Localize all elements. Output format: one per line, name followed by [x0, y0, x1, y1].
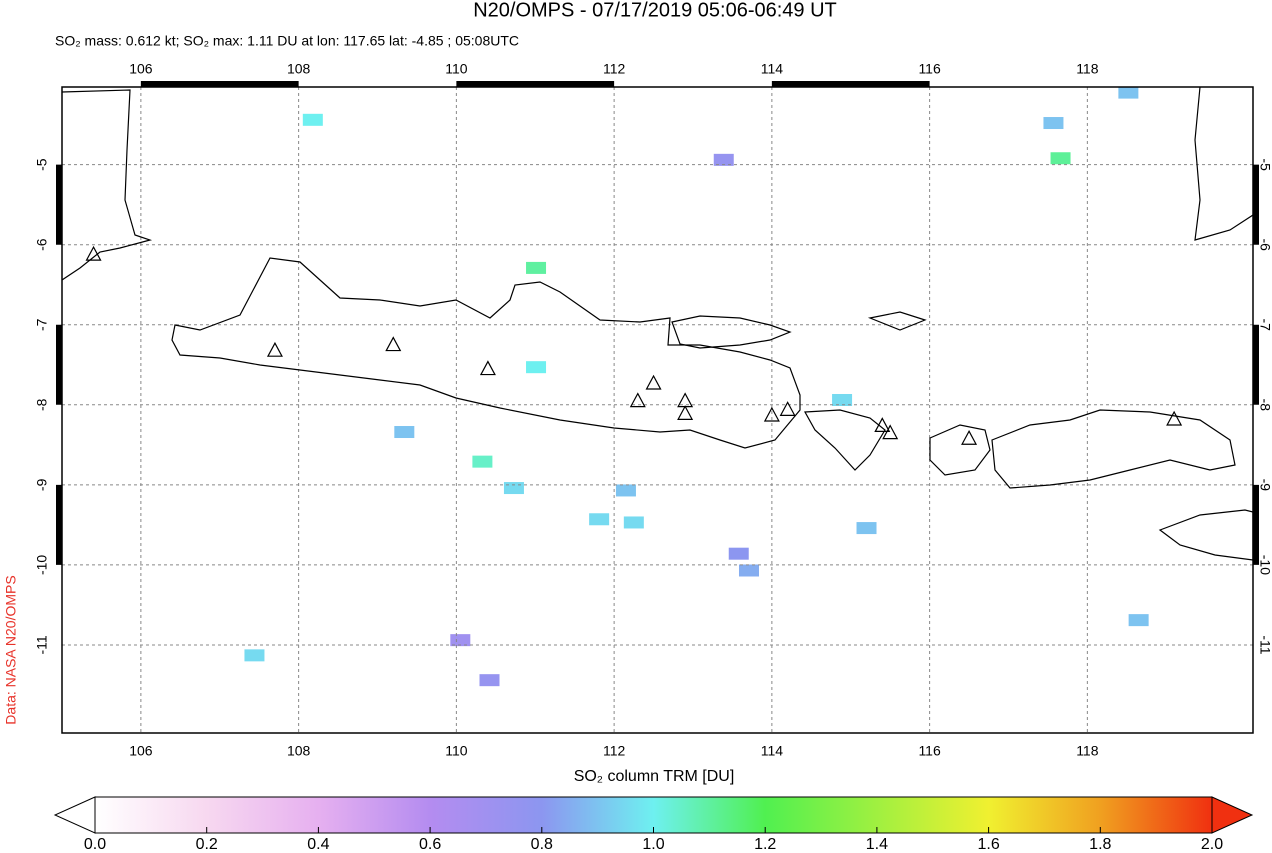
so2-cell — [244, 649, 265, 662]
coastline — [991, 409, 1236, 489]
volcano — [629, 392, 646, 408]
coastline — [929, 424, 991, 476]
colorbar-tick-label: 0.2 — [196, 836, 218, 853]
credit: Data: NASA N20/OMPS — [3, 575, 19, 724]
volcano — [677, 405, 694, 421]
x-tick-label: 110 — [445, 61, 468, 77]
colorbar-tick-label: 1.4 — [866, 836, 888, 853]
colorbar-tick-label: 0.6 — [419, 836, 441, 853]
y-tick-label: -11 — [1257, 635, 1272, 654]
so2-cell — [615, 484, 636, 497]
x-tick-label: 116 — [918, 61, 941, 77]
so2-cell — [713, 153, 734, 166]
y-tick-label: -8 — [34, 398, 50, 411]
x-tick-label: 114 — [761, 61, 784, 77]
coastline — [171, 257, 801, 449]
colorbar-tick-label: 0.8 — [531, 836, 553, 853]
coastline — [804, 409, 886, 471]
y-tick-label: -9 — [1257, 479, 1272, 492]
colorbar-tick-label: 0.0 — [84, 836, 106, 853]
x-tick-label: 114 — [761, 743, 784, 759]
volcano — [266, 341, 283, 357]
x-tick-label: 118 — [1076, 743, 1099, 759]
coastline — [867, 311, 927, 331]
y-tick-label: -11 — [34, 635, 50, 654]
y-tick-label: -6 — [1257, 238, 1272, 251]
colorbar-under — [53, 796, 96, 834]
x-tick-label: 108 — [287, 743, 311, 759]
x-tick-label: 118 — [1076, 61, 1099, 77]
y-tick-label: -10 — [34, 555, 50, 575]
so2-cell — [394, 426, 415, 439]
coastlines — [62, 87, 1253, 561]
y-tick-label: -9 — [34, 478, 50, 491]
x-tick-label: 106 — [129, 61, 153, 77]
y-tick-label: -6 — [34, 238, 50, 251]
colorbar-tick-label: 1.2 — [754, 836, 776, 853]
so2-cell — [589, 513, 610, 526]
so2-cell — [503, 482, 524, 495]
so2-cell — [1128, 614, 1149, 627]
volcanoes — [85, 245, 1183, 445]
colorbar-tick-label: 1.0 — [642, 836, 664, 853]
volcano — [961, 429, 978, 445]
so2-cell — [479, 674, 500, 687]
volcano — [385, 336, 402, 352]
volcano — [882, 424, 899, 440]
so2-cell — [450, 634, 471, 647]
chart-title: N20/OMPS - 07/17/2019 05:06-06:49 UT — [473, 0, 837, 21]
map-frame — [61, 86, 1254, 734]
colorbar: 0.0 0.2 0.4 0.6 0.8 1.0 1.2 1.4 1.6 1.8 2.0 — [53, 796, 1254, 853]
x-tick-label: 116 — [918, 743, 941, 759]
x-tick-label: 110 — [445, 743, 468, 759]
colorbar-tick-label: 2.0 — [1201, 836, 1223, 853]
so2-cell — [1118, 87, 1139, 99]
x-tick-label: 106 — [129, 743, 153, 759]
so2-cell — [472, 455, 493, 468]
x-tick-label: 112 — [603, 743, 626, 759]
y-tick-label: -5 — [1257, 158, 1272, 171]
y-tick-label: -5 — [34, 158, 50, 171]
coastline — [671, 315, 792, 349]
x-tick-label: 112 — [603, 61, 626, 77]
coastline — [1158, 509, 1253, 561]
so2-cell — [832, 393, 853, 406]
so2-cell — [623, 516, 644, 529]
so2-field — [244, 87, 1149, 687]
coastline — [1194, 87, 1253, 241]
volcano — [479, 360, 496, 376]
y-tick-label: -10 — [1257, 555, 1272, 575]
axes: 106 106 108 108 110 110 112 112 114 114 116 116 118 1… — [34, 61, 1272, 759]
so2-cell — [302, 113, 323, 126]
x-tick-label: 108 — [287, 61, 311, 77]
colorbar-over — [1211, 796, 1254, 834]
so2-cell — [738, 564, 759, 577]
so2-cell — [856, 522, 877, 535]
colorbar-tick-label: 1.6 — [977, 836, 999, 853]
so2-cell — [1043, 117, 1064, 130]
colorbar-label: SO₂ column TRM [DU] — [574, 768, 735, 785]
subtitle: SO₂ mass: 0.612 kt; SO₂ max: 1.11 DU at … — [55, 33, 519, 49]
so2-cell — [1050, 152, 1071, 165]
volcano — [779, 401, 796, 416]
so2-cell — [526, 361, 547, 374]
grid — [62, 87, 1253, 733]
y-tick-label: -8 — [1257, 399, 1272, 412]
so2-cell — [526, 261, 547, 274]
colorbar-tick-label: 0.4 — [307, 836, 329, 853]
volcano — [763, 406, 780, 422]
volcano — [1166, 410, 1183, 426]
volcano — [874, 417, 891, 433]
y-tick-label: -7 — [1257, 319, 1272, 332]
colorbar-tick-label: 1.8 — [1089, 836, 1111, 853]
so2-cell — [728, 547, 749, 560]
coastline — [62, 89, 153, 281]
y-tick-label: -7 — [34, 318, 50, 331]
volcano — [85, 245, 102, 261]
volcano — [645, 374, 662, 390]
